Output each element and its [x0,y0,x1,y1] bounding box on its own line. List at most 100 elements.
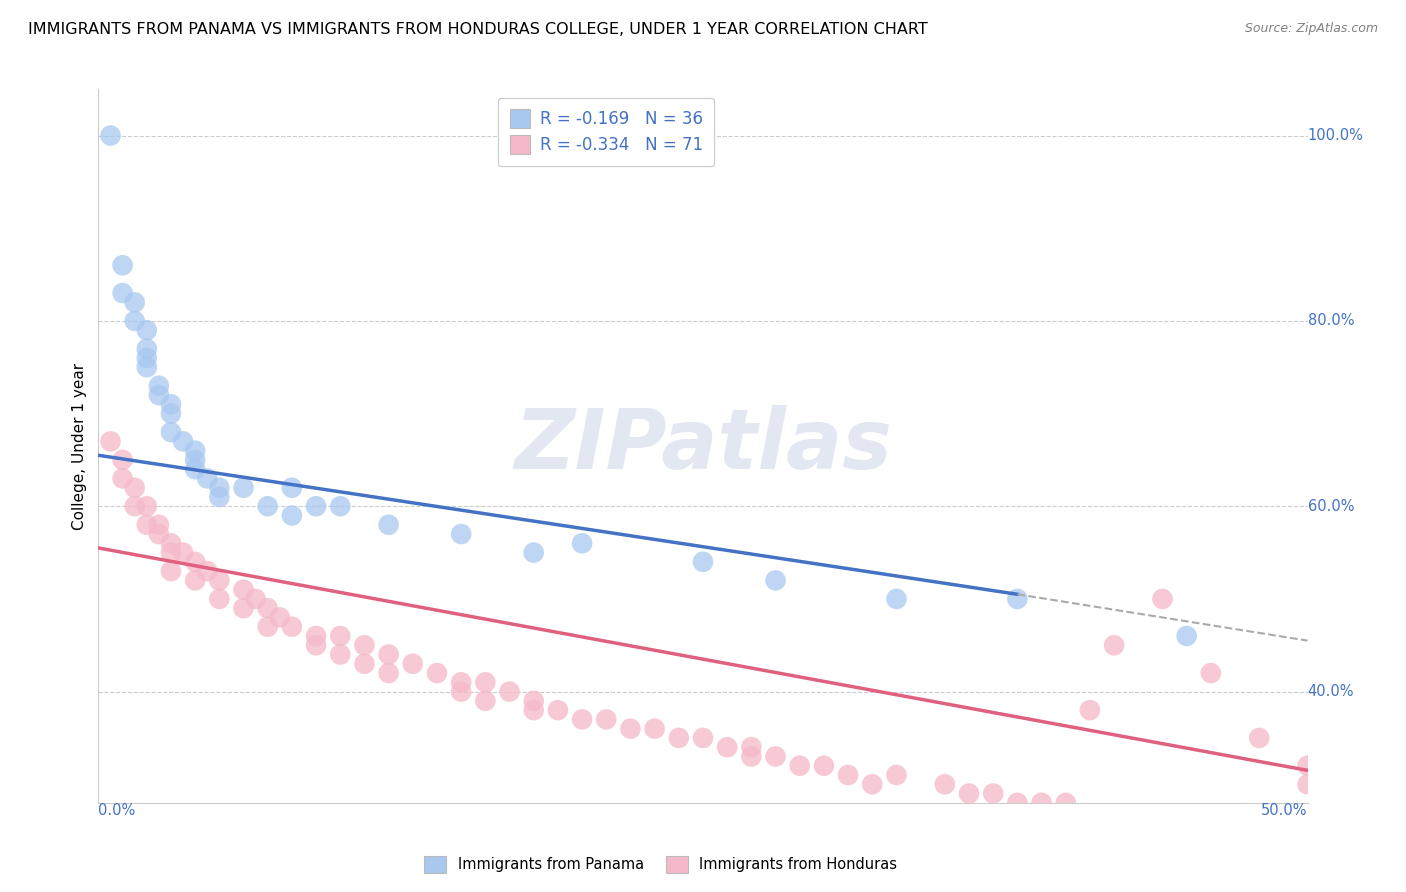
Point [523,694,546,708]
Point [135,500,157,514]
Point [195,471,218,485]
Point [281,481,304,495]
Point [160,564,183,578]
Legend: Immigrants from Panama, Immigrants from Honduras: Immigrants from Panama, Immigrants from … [418,849,904,880]
Point [135,351,157,365]
Text: IMMIGRANTS FROM PANAMA VS IMMIGRANTS FROM HONDURAS COLLEGE, UNDER 1 YEAR CORRELA: IMMIGRANTS FROM PANAMA VS IMMIGRANTS FRO… [28,22,928,37]
Point [523,545,546,559]
Point [148,527,170,541]
Point [305,629,328,643]
Point [160,425,183,439]
Point [886,591,908,606]
Point [135,342,157,356]
Point [269,610,291,624]
Text: 40.0%: 40.0% [1308,684,1354,699]
Point [1078,703,1101,717]
Text: 60.0%: 60.0% [1308,499,1354,514]
Point [148,388,170,402]
Point [100,434,122,449]
Point [1007,591,1029,606]
Point [232,481,254,495]
Point [426,666,449,681]
Text: 100.0%: 100.0% [1308,128,1364,143]
Point [450,675,472,690]
Point [353,657,375,671]
Point [402,657,425,671]
Point [160,397,183,411]
Point [377,666,399,681]
Point [135,517,157,532]
Point [100,128,122,143]
Point [1175,629,1198,643]
Point [208,574,231,588]
Point [740,740,762,755]
Point [668,731,690,745]
Text: ZIPatlas: ZIPatlas [515,406,891,486]
Point [1296,777,1319,791]
Point [329,629,352,643]
Point [160,407,183,421]
Point [547,703,569,717]
Point [692,731,714,745]
Point [1102,638,1125,652]
Point [860,777,883,791]
Point [377,517,399,532]
Point [111,286,134,301]
Text: 50.0%: 50.0% [1261,803,1308,818]
Point [934,777,956,791]
Point [837,768,859,782]
Point [1054,796,1077,810]
Point [124,295,146,310]
Point [184,453,207,467]
Point [1199,666,1222,681]
Point [353,638,375,652]
Point [619,722,641,736]
Point [111,453,134,467]
Point [184,462,207,476]
Point [305,638,328,652]
Point [571,536,593,550]
Point [474,694,496,708]
Text: 0.0%: 0.0% [98,803,135,818]
Point [305,500,328,514]
Point [232,582,254,597]
Point [111,471,134,485]
Point [148,517,170,532]
Point [644,722,666,736]
Point [184,574,207,588]
Point [1296,758,1319,772]
Point [208,481,231,495]
Point [172,545,194,559]
Point [789,758,811,772]
Point [716,740,738,755]
Point [523,703,546,717]
Point [124,481,146,495]
Point [450,527,472,541]
Point [281,620,304,634]
Point [450,684,472,698]
Point [111,258,134,272]
Point [740,749,762,764]
Point [124,314,146,328]
Point [329,648,352,662]
Point [148,378,170,392]
Point [256,601,278,615]
Point [498,684,520,698]
Y-axis label: College, Under 1 year: College, Under 1 year [72,362,87,530]
Point [595,712,617,726]
Point [377,648,399,662]
Point [184,555,207,569]
Point [256,500,278,514]
Point [124,500,146,514]
Point [135,360,157,375]
Point [813,758,835,772]
Point [765,749,787,764]
Point [195,564,218,578]
Text: 80.0%: 80.0% [1308,313,1354,328]
Point [208,591,231,606]
Point [208,490,231,504]
Point [957,787,980,801]
Point [692,555,714,569]
Point [1007,796,1029,810]
Point [160,536,183,550]
